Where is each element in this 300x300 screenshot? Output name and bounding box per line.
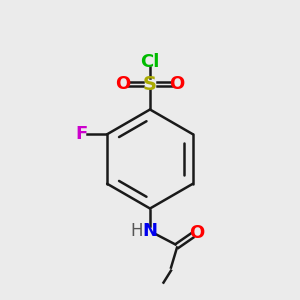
Text: S: S <box>143 74 157 94</box>
Text: Cl: Cl <box>140 52 160 70</box>
Text: O: O <box>169 75 184 93</box>
Text: H: H <box>130 222 143 240</box>
Text: N: N <box>142 222 158 240</box>
Text: F: F <box>76 125 88 143</box>
Text: O: O <box>189 224 204 242</box>
Text: O: O <box>116 75 130 93</box>
